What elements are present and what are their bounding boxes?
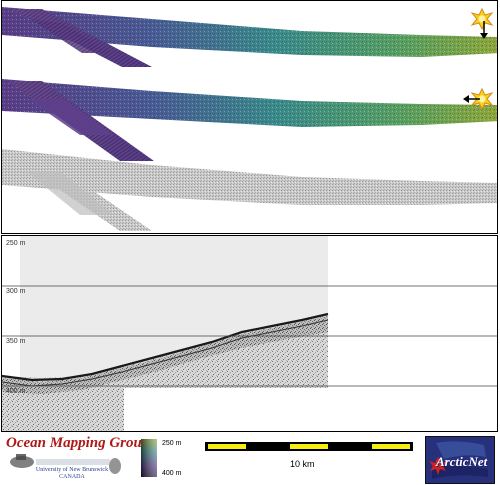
seabed-reflector [2, 312, 329, 382]
sun-illumination-icon [470, 7, 494, 39]
ocean-mapping-group-title: Ocean Mapping Group [6, 435, 150, 451]
swath-colored-north-lit [2, 7, 497, 67]
ocean-mapping-group-logo: Ocean Mapping Group University of New Br… [0, 432, 149, 485]
depth-label-400: 400 m [6, 388, 26, 395]
swath-maps-svg [2, 7, 497, 231]
profile-svg [2, 236, 497, 431]
bathymetry-map-panel [1, 0, 498, 234]
unb-line1: University of New Brunswick [35, 467, 109, 473]
depth-gridlines [2, 285, 497, 387]
legend-top-label: 250 m [162, 440, 182, 447]
ship-silhouette-icon [10, 454, 121, 474]
seismic-profile-panel: 250 m 300 m 350 m 400 m [1, 235, 498, 432]
swath-greyscale [2, 149, 497, 231]
scale-bar [205, 440, 415, 480]
color-ramp-swatch [141, 439, 157, 477]
depth-color-legend: 250 m 400 m [140, 438, 190, 482]
arcticnet-text: ArcticNet [436, 454, 488, 469]
arcticnet-logo [425, 436, 495, 484]
scale-bar-graphic [205, 442, 413, 451]
arcticnet-emblem-icon [429, 441, 488, 479]
unb-line2: CANADA [59, 474, 85, 480]
scale-bar-label: 10 km [290, 459, 315, 469]
sun-illumination-icon [463, 87, 494, 111]
swath-colored-west-lit [2, 79, 497, 161]
footer: Ocean Mapping Group University of New Br… [0, 432, 500, 485]
depth-label-300: 300 m [6, 288, 26, 295]
depth-label-250: 250 m [6, 240, 26, 247]
legend-bottom-label: 400 m [162, 470, 182, 477]
depth-label-350: 350 m [6, 338, 26, 345]
unb-caption: University of New Brunswick CANADA [32, 467, 112, 481]
